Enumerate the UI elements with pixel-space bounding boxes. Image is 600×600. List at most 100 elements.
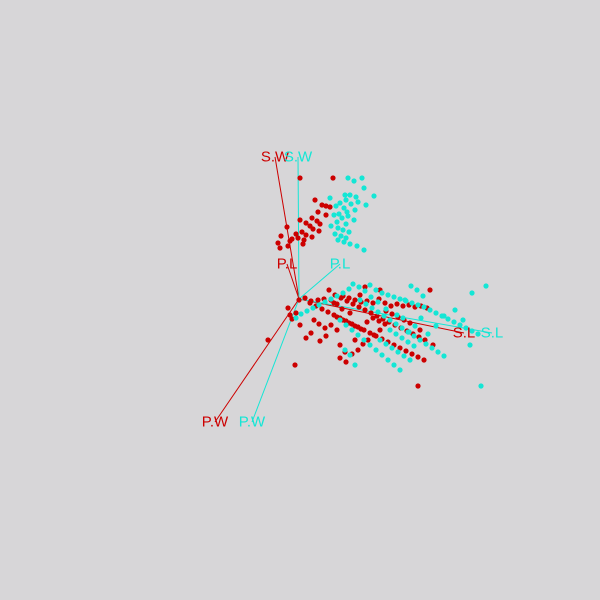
scatter-point-s1-62 <box>393 321 399 327</box>
scatter-point-s1-100 <box>460 317 466 323</box>
scatter-point-s0-117 <box>343 359 349 365</box>
scatter-point-s1-35 <box>354 243 360 249</box>
scatter-point-s0-18 <box>293 231 299 237</box>
scatter-point-s0-133 <box>417 327 423 333</box>
scatter-point-s1-88 <box>355 332 361 338</box>
scatter-point-s1-90 <box>367 342 373 348</box>
scatter-point-s0-19 <box>303 232 309 238</box>
scatter-point-s1-23 <box>334 219 340 225</box>
scatter-point-s1-117 <box>362 288 368 294</box>
scatter-point-s1-0 <box>359 175 365 181</box>
scatter-point-s1-34 <box>347 241 353 247</box>
scatter-point-s1-11 <box>337 200 343 206</box>
axis-label-sw-0: S.W <box>261 149 290 166</box>
scatter-point-s1-125 <box>316 302 322 308</box>
scatter-point-s1-114 <box>383 306 389 312</box>
scatter-point-s0-92 <box>337 342 343 348</box>
scatter-point-s0-30 <box>296 297 302 303</box>
scatter-point-s1-124 <box>322 299 328 305</box>
scatter-point-s0-91 <box>352 337 358 343</box>
scatter-point-s1-38 <box>373 287 379 293</box>
scatter-point-s0-105 <box>370 315 376 321</box>
scatter-point-s0-73 <box>326 287 332 293</box>
scatter-point-s1-9 <box>343 197 349 203</box>
scatter-point-s1-93 <box>385 357 391 363</box>
scatter-point-s0-47 <box>400 303 406 309</box>
scatter-point-s0-21 <box>309 234 315 240</box>
scatter-point-s1-82 <box>352 362 358 368</box>
scatter-point-s0-53 <box>307 300 313 306</box>
scatter-point-s0-55 <box>319 306 325 312</box>
scatter-point-s0-44 <box>382 300 388 306</box>
scatter-point-s1-89 <box>361 337 367 343</box>
scatter-point-s0-75 <box>338 295 344 301</box>
scatter-point-s0-102 <box>352 323 358 329</box>
scatter-point-s1-47 <box>427 307 433 313</box>
scatter-point-s0-97 <box>322 325 328 331</box>
scatter-point-s1-61 <box>387 317 393 323</box>
scatter-point-s0-114 <box>289 316 295 322</box>
scatter-point-s1-66 <box>417 337 423 343</box>
scatter-point-s1-113 <box>400 315 406 321</box>
scatter-point-s0-120 <box>360 341 366 347</box>
scatter-point-s0-1 <box>312 197 318 203</box>
scatter-point-s1-20 <box>345 213 351 219</box>
scatter-point-s1-63 <box>399 325 405 331</box>
scatter-point-s1-58 <box>369 305 375 311</box>
scatter-point-s0-14 <box>284 224 290 230</box>
scatter-point-s1-37 <box>367 282 373 288</box>
scatter-point-s0-122 <box>371 332 377 338</box>
scatter-point-s1-7 <box>353 194 359 200</box>
scatter-point-s0-22 <box>295 235 301 241</box>
scatter-point-s0-8 <box>309 215 315 221</box>
scatter-point-s1-44 <box>409 300 415 306</box>
scatter-point-s1-101 <box>478 383 484 389</box>
scatter-point-s0-79 <box>362 307 368 313</box>
scatter-point-s0-123 <box>377 327 383 333</box>
scatter-point-s0-29 <box>277 245 283 251</box>
scatter-point-s1-25 <box>328 223 334 229</box>
scatter-point-s1-16 <box>352 207 358 213</box>
axis-label-sw-1: S.W <box>284 149 313 166</box>
scatter-point-s1-4 <box>342 192 348 198</box>
axis-line-sw-1 <box>297 156 300 300</box>
scatter-point-s1-31 <box>343 235 349 241</box>
axis-labels: S.WS.W P.L P.L S.L S.L P.W P.W <box>202 149 503 431</box>
scatter-point-s1-27 <box>340 227 346 233</box>
scatter-point-s1-22 <box>351 217 357 223</box>
scatter-point-s1-19 <box>331 212 337 218</box>
scatter-point-s1-36 <box>361 247 367 253</box>
scatter-point-s1-52 <box>457 322 463 328</box>
scatter-point-s0-110 <box>317 338 323 344</box>
scatter-point-s0-68 <box>397 345 403 351</box>
scatter-point-s0-94 <box>334 327 340 333</box>
scatter-point-s0-129 <box>427 287 433 293</box>
scatter-point-s0-81 <box>374 313 380 319</box>
scatter-point-s1-74 <box>395 349 401 355</box>
scatter-point-s0-131 <box>357 292 363 298</box>
scatter-point-s1-14 <box>333 203 339 209</box>
scatter-point-s0-128 <box>407 320 413 326</box>
scatter-point-s1-32 <box>335 237 341 243</box>
scatter-point-s1-56 <box>357 297 363 303</box>
scatter-point-s0-112 <box>297 322 303 328</box>
scatter-point-s1-103 <box>433 323 439 329</box>
scatter-point-s1-107 <box>408 283 414 289</box>
scatter-point-s1-127 <box>304 308 310 314</box>
scatter-point-s1-76 <box>407 357 413 363</box>
scatter-point-s0-20 <box>278 233 284 239</box>
scatter-point-s0-134 <box>265 337 271 343</box>
scatter-point-s1-116 <box>368 294 374 300</box>
scatter-point-s1-57 <box>363 301 369 307</box>
scatter-point-s1-97 <box>483 283 489 289</box>
scatter-point-s0-71 <box>415 354 421 360</box>
scatter-point-s1-85 <box>337 317 343 323</box>
scatter-point-s1-112 <box>406 329 412 335</box>
scatter-point-s0-9 <box>297 217 303 223</box>
scatter-point-s1-104 <box>441 313 447 319</box>
scatter-point-s1-105 <box>420 293 426 299</box>
scatter-point-s0-42 <box>370 300 376 306</box>
scatter-point-s0-111 <box>323 333 329 339</box>
scatter-point-s1-91 <box>373 347 379 353</box>
